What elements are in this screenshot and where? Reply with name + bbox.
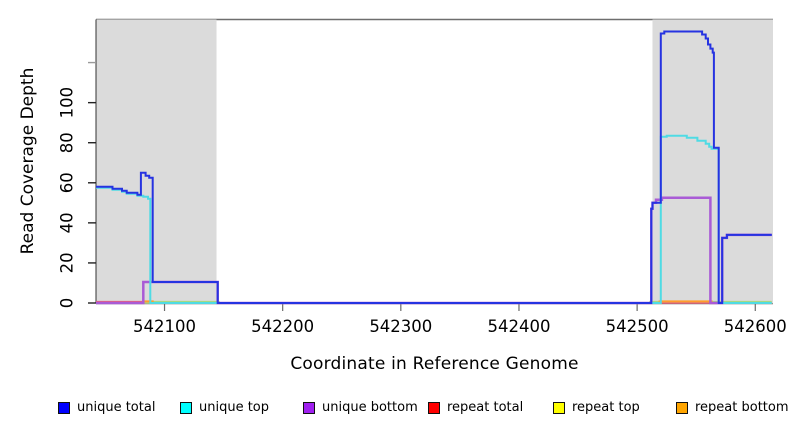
- x-tick-label: 542500: [606, 317, 669, 336]
- legend-label: repeat bottom: [695, 400, 789, 415]
- x-axis: 542100 542200 542300 542400 542500 542600: [133, 304, 787, 336]
- legend-label: unique total: [77, 400, 156, 415]
- y-tick-label: 100: [58, 87, 77, 119]
- y-axis-title: Read Coverage Depth: [18, 67, 38, 255]
- legend-label: repeat total: [447, 400, 524, 415]
- shaded-region-1: [96, 19, 217, 303]
- x-tick-label: 542200: [251, 317, 314, 336]
- legend-item-repeat-top: repeat top: [553, 400, 640, 415]
- x-tick-label: 542300: [369, 317, 432, 336]
- y-axis: 0 20 40 60 80 100: [58, 61, 96, 309]
- y-tick-label: 60: [58, 172, 77, 193]
- legend-swatch-icon: [676, 401, 688, 414]
- x-tick-label: 542100: [133, 317, 196, 336]
- y-tick-label: 0: [58, 298, 77, 309]
- legend-swatch-icon: [428, 401, 440, 414]
- legend-label: unique top: [199, 400, 270, 415]
- x-axis-title: Coordinate in Reference Genome: [290, 354, 579, 374]
- legend-item-repeat-bottom: repeat bottom: [676, 400, 789, 415]
- legend-item-repeat-total: repeat total: [428, 400, 523, 415]
- x-tick-label: 542400: [487, 317, 550, 336]
- legend-label: unique bottom: [322, 400, 418, 415]
- y-tick-label: 20: [58, 252, 77, 273]
- x-tick-label: 542600: [724, 317, 787, 336]
- legend-item-unique-bottom: unique bottom: [303, 400, 418, 415]
- y-tick-label: 40: [58, 212, 77, 233]
- legend-item-unique-top: unique top: [180, 400, 269, 415]
- legend: unique total unique top unique bottom repea…: [0, 0, 792, 415]
- series-unique-total: [96, 30, 772, 304]
- legend-label: repeat top: [572, 400, 640, 415]
- legend-swatch-icon: [553, 401, 565, 414]
- legend-swatch-icon: [180, 401, 192, 414]
- y-tick-label: 80: [58, 132, 77, 153]
- legend-swatch-icon: [58, 401, 70, 414]
- legend-item-unique-total: unique total: [58, 400, 155, 415]
- shaded-region-2: [652, 19, 773, 303]
- legend-swatch-icon: [303, 401, 315, 414]
- series-group: [96, 30, 772, 305]
